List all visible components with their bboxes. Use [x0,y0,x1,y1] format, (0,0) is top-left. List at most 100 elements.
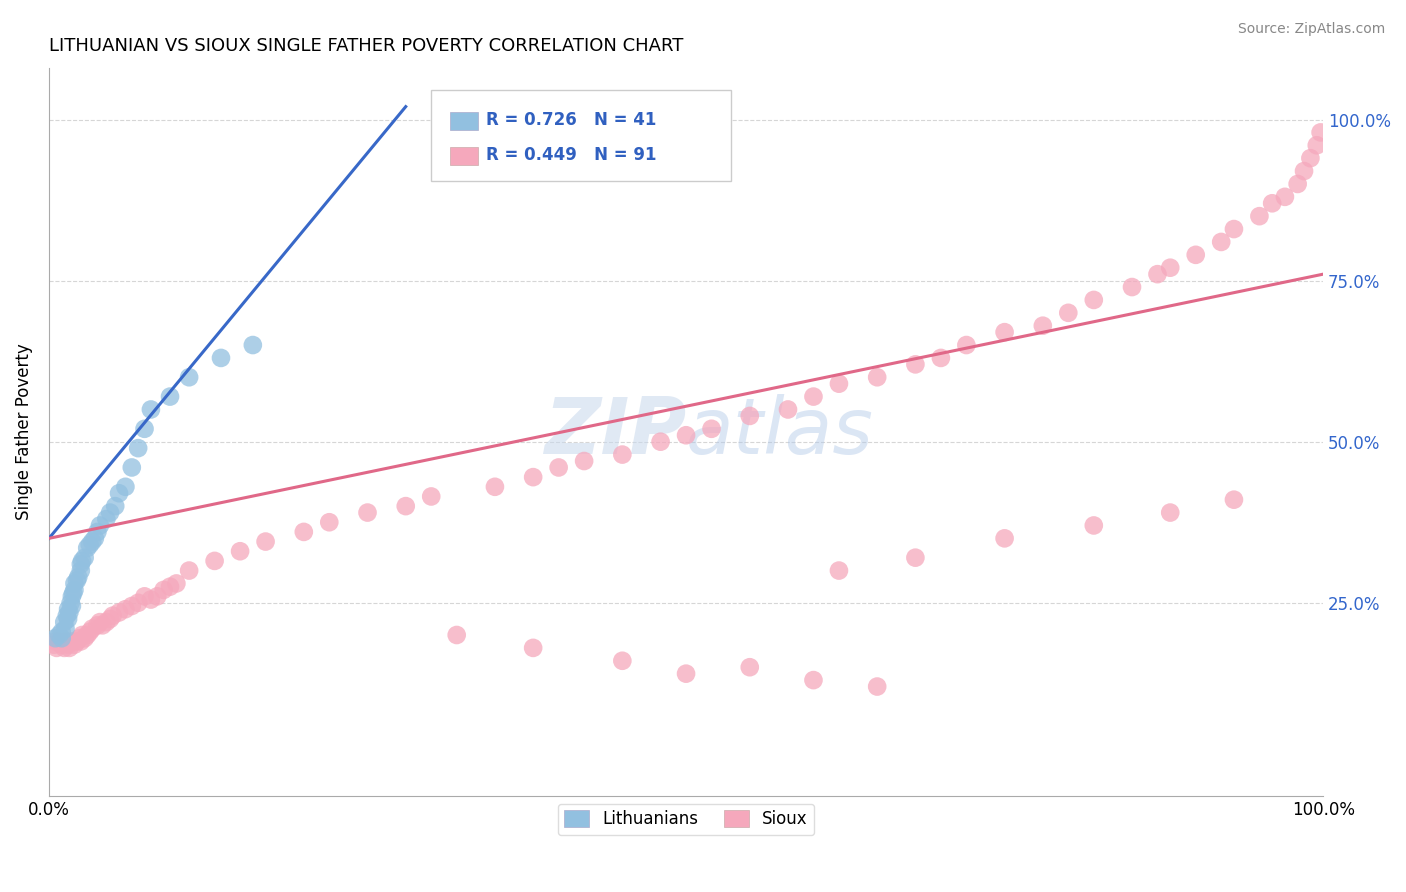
Point [572,454,595,468]
Point [82,622,104,636]
Legend: Lithuanians, Sioux: Lithuanians, Sioux [558,804,814,835]
Point [1286,177,1309,191]
Point [522,470,544,484]
FancyBboxPatch shape [450,112,478,130]
Point [292,524,315,539]
Point [446,628,468,642]
Point [127,441,149,455]
Point [1211,235,1233,249]
Point [73,550,96,565]
Point [96,615,118,629]
Point [58,606,80,620]
Point [159,390,181,404]
Point [86,524,108,539]
Point [44,634,66,648]
Point [63,582,86,597]
Point [1121,280,1143,294]
Point [55,634,77,648]
Point [134,590,156,604]
Point [1261,196,1284,211]
Point [56,638,79,652]
Point [56,608,79,623]
Text: atlas: atlas [686,394,875,470]
Point [89,518,111,533]
Point [828,376,851,391]
Point [522,640,544,655]
Point [803,390,825,404]
Text: ZIP: ZIP [544,394,686,470]
Point [56,602,79,616]
Point [1159,506,1181,520]
Point [101,608,124,623]
Point [1146,267,1168,281]
Point [209,351,232,365]
Point [69,634,91,648]
Point [904,357,927,371]
Point [650,434,672,449]
Point [994,325,1017,339]
Point [69,564,91,578]
Point [1249,209,1271,223]
Point [69,631,91,645]
Point [904,550,927,565]
Point [955,338,977,352]
Point [254,534,277,549]
Point [1223,222,1246,236]
Point [108,486,131,500]
Text: R = 0.726   N = 41: R = 0.726 N = 41 [486,112,657,129]
Point [612,448,634,462]
Point [121,599,143,613]
Point [82,534,104,549]
Point [179,370,201,384]
Point [58,640,80,655]
Point [356,506,378,520]
Point [76,541,98,555]
Point [98,612,121,626]
Point [776,402,799,417]
Point [70,554,93,568]
Point [55,622,77,636]
Point [91,618,114,632]
Point [79,624,101,639]
Point [738,660,761,674]
Point [395,499,418,513]
Point [738,409,761,423]
Point [675,428,697,442]
Point [66,634,89,648]
Point [204,554,226,568]
Text: LITHUANIAN VS SIOUX SINGLE FATHER POVERTY CORRELATION CHART: LITHUANIAN VS SIOUX SINGLE FATHER POVERT… [49,37,683,55]
Point [547,460,569,475]
Point [242,338,264,352]
Point [53,615,76,629]
Point [134,422,156,436]
Point [89,615,111,629]
Point [59,596,82,610]
Point [60,634,83,648]
Point [1292,164,1315,178]
Point [229,544,252,558]
Point [165,576,187,591]
Point [1159,260,1181,275]
Point [994,532,1017,546]
Point [96,512,118,526]
Point [1274,190,1296,204]
Point [51,638,73,652]
Point [73,631,96,645]
Point [114,602,136,616]
Point [318,515,340,529]
Point [66,573,89,587]
Point [803,673,825,687]
Point [44,631,66,645]
Point [139,592,162,607]
Point [612,654,634,668]
Point [51,631,73,645]
Point [67,570,90,584]
Point [179,564,201,578]
Point [866,370,889,384]
Point [48,628,70,642]
Point [63,576,86,591]
Point [98,506,121,520]
FancyBboxPatch shape [432,90,731,181]
Y-axis label: Single Father Poverty: Single Father Poverty [15,343,32,520]
Point [127,596,149,610]
